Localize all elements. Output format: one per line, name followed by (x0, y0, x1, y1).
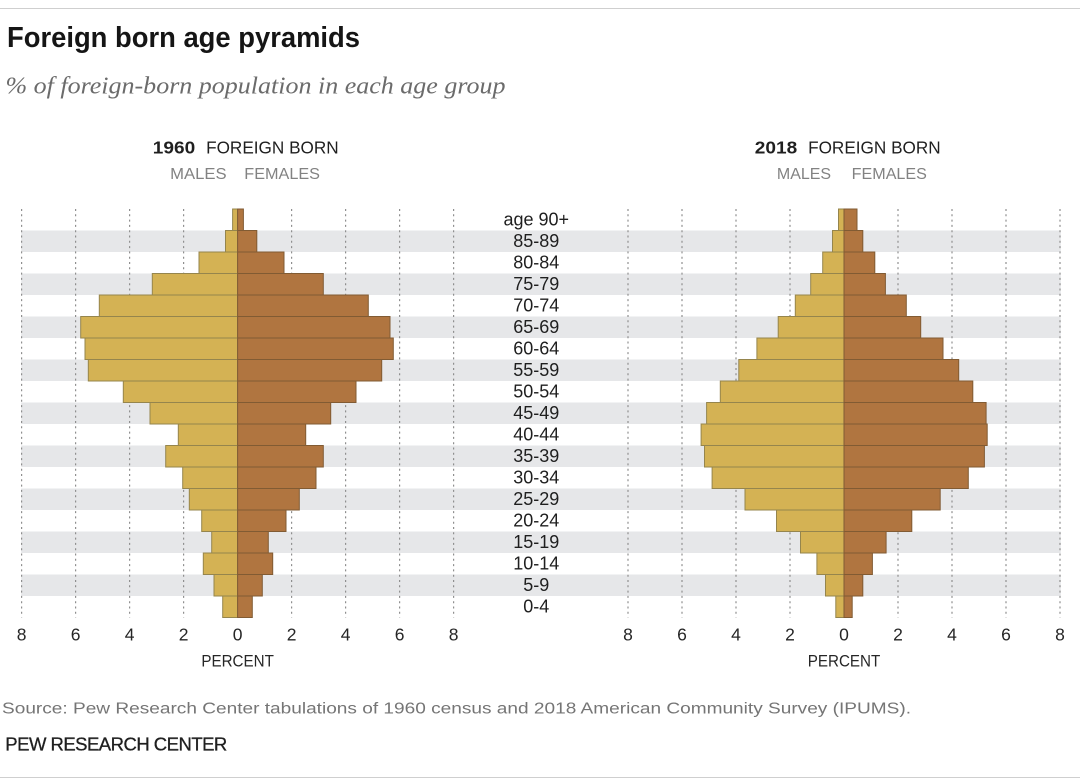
svg-text:6: 6 (395, 624, 405, 644)
svg-text:PERCENT: PERCENT (201, 652, 274, 671)
svg-text:4: 4 (341, 624, 351, 644)
svg-text:0: 0 (233, 624, 243, 644)
svg-text:35-39: 35-39 (513, 446, 559, 466)
svg-text:2018: 2018 (755, 137, 798, 157)
svg-text:MALES: MALES (170, 166, 227, 183)
svg-text:Foreign born age pyramids: Foreign born age pyramids (7, 22, 360, 54)
svg-text:75-79: 75-79 (513, 274, 559, 294)
svg-text:20-24: 20-24 (513, 510, 559, 530)
svg-text:2: 2 (179, 624, 189, 644)
svg-text:2: 2 (785, 624, 795, 644)
svg-text:8: 8 (449, 624, 459, 644)
svg-text:2: 2 (893, 624, 903, 644)
svg-text:% of foreign-born population i: % of foreign-born population in each age… (6, 73, 506, 99)
svg-text:5-9: 5-9 (523, 575, 549, 595)
svg-text:70-74: 70-74 (513, 295, 559, 315)
svg-text:10-14: 10-14 (513, 553, 559, 573)
svg-text:1960: 1960 (153, 137, 196, 157)
svg-text:Source: Pew Research Center ta: Source: Pew Research Center tabulations … (2, 701, 911, 718)
svg-text:55-59: 55-59 (513, 360, 559, 380)
svg-text:8: 8 (1055, 624, 1065, 644)
svg-text:60-64: 60-64 (513, 338, 559, 358)
svg-text:6: 6 (71, 624, 81, 644)
svg-text:15-19: 15-19 (513, 532, 559, 552)
svg-text:age 90+: age 90+ (504, 209, 570, 229)
svg-text:65-69: 65-69 (513, 317, 559, 337)
svg-text:4: 4 (947, 624, 957, 644)
svg-text:PERCENT: PERCENT (808, 652, 881, 671)
svg-text:FOREIGN BORN: FOREIGN BORN (206, 137, 339, 157)
svg-text:8: 8 (17, 624, 27, 644)
svg-text:6: 6 (1001, 624, 1011, 644)
svg-text:80-84: 80-84 (513, 252, 559, 272)
svg-text:4: 4 (731, 624, 741, 644)
svg-text:0-4: 0-4 (523, 596, 549, 616)
svg-text:FEMALES: FEMALES (244, 166, 320, 183)
svg-text:50-54: 50-54 (513, 381, 559, 401)
svg-text:6: 6 (677, 624, 687, 644)
svg-text:0: 0 (839, 624, 849, 644)
svg-text:PEW RESEARCH CENTER: PEW RESEARCH CENTER (5, 734, 227, 755)
svg-text:8: 8 (623, 624, 633, 644)
svg-text:2: 2 (287, 624, 297, 644)
svg-text:25-29: 25-29 (513, 489, 559, 509)
svg-text:FOREIGN BORN: FOREIGN BORN (808, 137, 941, 157)
svg-text:40-44: 40-44 (513, 424, 559, 444)
svg-text:45-49: 45-49 (513, 403, 559, 423)
svg-text:MALES: MALES (777, 166, 831, 183)
svg-text:30-34: 30-34 (513, 467, 559, 487)
svg-text:FEMALES: FEMALES (852, 166, 927, 183)
svg-text:4: 4 (125, 624, 135, 644)
svg-text:85-89: 85-89 (513, 231, 559, 251)
